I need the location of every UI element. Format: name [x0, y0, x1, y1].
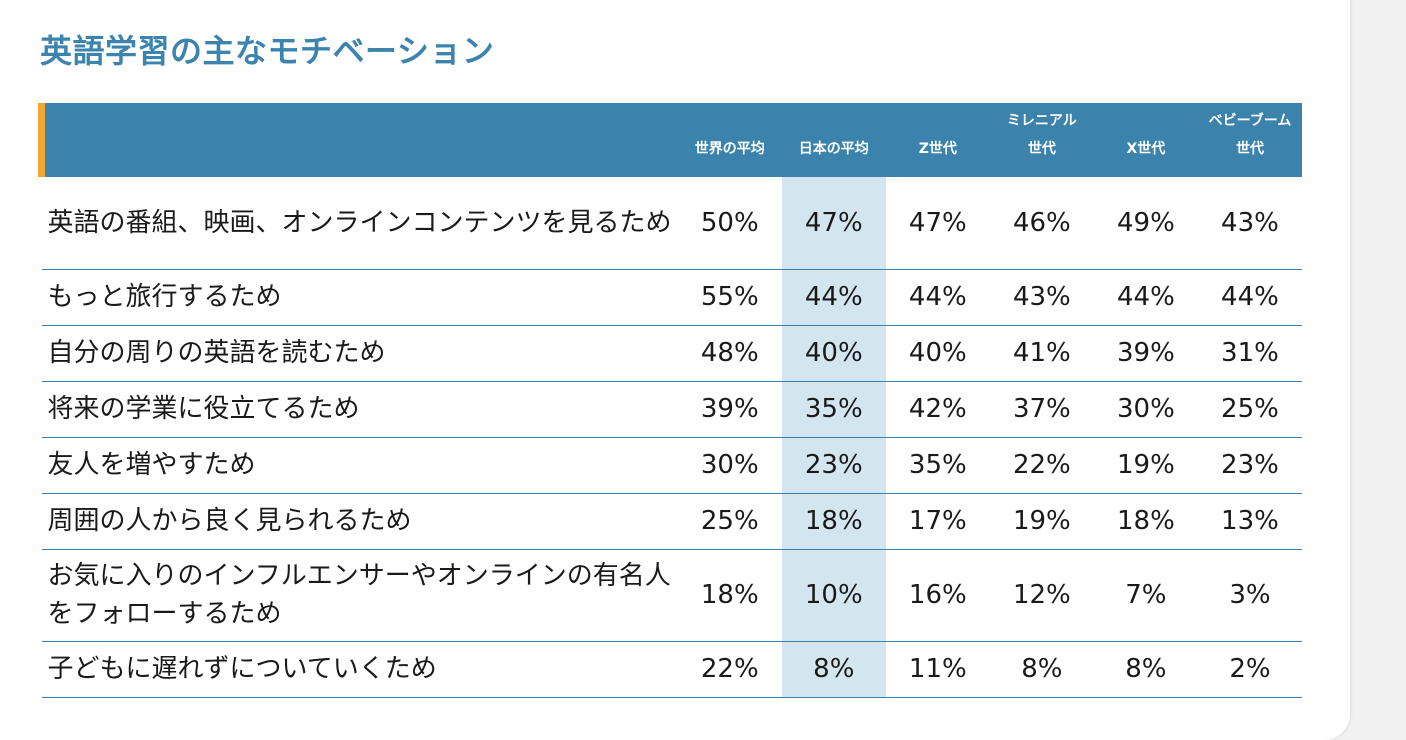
value-cell: 7% — [1093, 549, 1198, 642]
row-label: 周囲の人から良く見られるため — [41, 493, 678, 550]
value-cell: 39% — [677, 381, 782, 438]
table-row: もっと旅行するため 55% 44% 44% 43% 44% 44% — [41, 269, 1302, 326]
value-cell: 19% — [1093, 437, 1198, 494]
value-cell: 18% — [677, 549, 782, 642]
value-cell: 43% — [989, 269, 1094, 326]
value-cell: 17% — [885, 493, 990, 550]
row-label: 友人を増やすため — [41, 437, 678, 494]
value-cell: 46% — [989, 177, 1094, 270]
value-cell: 37% — [989, 381, 1094, 438]
column-header: ベビーブーム 世代 — [1198, 103, 1302, 177]
column-header-text: Z世代 — [918, 141, 957, 157]
table-row: 将来の学業に役立てるため 39% 35% 42% 37% 30% 25% — [41, 381, 1302, 438]
value-cell: 10% — [781, 549, 886, 642]
table-row: 周囲の人から良く見られるため 25% 18% 17% 19% 18% 13% — [41, 493, 1302, 550]
chart-title: 英語学習の主なモチベーション — [40, 32, 495, 70]
column-header: X世代 — [1094, 103, 1198, 177]
value-cell: 48% — [677, 325, 782, 382]
row-label: 英語の番組、映画、オンラインコンテンツを見るため — [41, 177, 678, 270]
value-cell: 35% — [885, 437, 990, 494]
row-label: 子どもに遅れずについていくため — [41, 641, 678, 698]
motivation-table: 世界の平均 日本の平均 Z世代 ミレニアル 世代 X世代 ベビーブーム 世代 英語の番組、映画… — [37, 103, 1302, 698]
value-cell: 47% — [885, 177, 990, 270]
row-label: お気に入りのインフルエンサーやオンラインの有名人をフォローするため — [41, 549, 678, 642]
value-cell: 43% — [1197, 177, 1302, 270]
table-row: 自分の周りの英語を読むため 48% 40% 40% 41% 39% 31% — [41, 325, 1302, 382]
value-cell: 23% — [781, 437, 886, 494]
chart-card: 英語学習の主なモチベーション 世界の平均 日本の平均 Z世代 ミレニアル世代 X世代 ベビ… — [0, 0, 1350, 740]
value-cell: 47% — [781, 177, 886, 270]
table-row: 英語の番組、映画、オンラインコンテンツを見るため 50% 47% 47% 46% 49% 4… — [41, 177, 1302, 270]
column-header: 日本の平均 — [782, 103, 886, 177]
table-row: お気に入りのインフルエンサーやオンラインの有名人をフォローするため 18% 10% 1… — [41, 549, 1302, 642]
value-cell: 8% — [1093, 641, 1198, 698]
value-cell: 44% — [1197, 269, 1302, 326]
value-cell: 8% — [989, 641, 1094, 698]
table-header-row: 世界の平均 日本の平均 Z世代 ミレニアル 世代 X世代 ベビーブーム 世代 — [37, 103, 1302, 177]
value-cell: 2% — [1197, 641, 1302, 698]
value-cell: 35% — [781, 381, 886, 438]
value-cell: 23% — [1197, 437, 1302, 494]
value-cell: 3% — [1197, 549, 1302, 642]
value-cell: 40% — [781, 325, 886, 382]
value-cell: 44% — [781, 269, 886, 326]
value-cell: 39% — [1093, 325, 1198, 382]
row-label: もっと旅行するため — [41, 269, 678, 326]
value-cell: 31% — [1197, 325, 1302, 382]
row-label: 将来の学業に役立てるため — [41, 381, 678, 438]
table-body: 英語の番組、映画、オンラインコンテンツを見るため 50% 47% 47% 46% 49% 4… — [41, 177, 1302, 698]
value-cell: 50% — [677, 177, 782, 270]
header-accent-cell — [37, 103, 678, 177]
table-row: 子どもに遅れずについていくため 22% 8% 11% 8% 8% 2% — [41, 641, 1302, 698]
column-header-text: ミレニアル — [1006, 113, 1077, 129]
value-cell: 40% — [885, 325, 990, 382]
column-header: ミレニアル 世代 — [990, 103, 1094, 177]
value-cell: 25% — [677, 493, 782, 550]
value-cell: 25% — [1197, 381, 1302, 438]
column-header-text: 世界の平均 — [694, 141, 765, 157]
value-cell: 30% — [1093, 381, 1198, 438]
column-header: Z世代 — [886, 103, 990, 177]
value-cell: 18% — [1093, 493, 1198, 550]
value-cell: 19% — [989, 493, 1094, 550]
column-header: 世界の平均 — [678, 103, 782, 177]
value-cell: 41% — [989, 325, 1094, 382]
value-cell: 12% — [989, 549, 1094, 642]
value-cell: 22% — [989, 437, 1094, 494]
table-row: 友人を増やすため 30% 23% 35% 22% 19% 23% — [41, 437, 1302, 494]
value-cell: 42% — [885, 381, 990, 438]
column-header-text: 世代 — [1027, 141, 1056, 157]
value-cell: 11% — [885, 641, 990, 698]
value-cell: 22% — [677, 641, 782, 698]
value-cell: 8% — [781, 641, 886, 698]
column-header-text: 世代 — [1235, 141, 1264, 157]
value-cell: 55% — [677, 269, 782, 326]
column-header-text: ベビーブーム — [1208, 113, 1292, 129]
column-header-text: X世代 — [1126, 141, 1166, 157]
value-cell: 18% — [781, 493, 886, 550]
value-cell: 44% — [1093, 269, 1198, 326]
value-cell: 16% — [885, 549, 990, 642]
value-cell: 13% — [1197, 493, 1302, 550]
value-cell: 30% — [677, 437, 782, 494]
row-label: 自分の周りの英語を読むため — [41, 325, 678, 382]
value-cell: 49% — [1093, 177, 1198, 270]
column-header-text: 日本の平均 — [798, 141, 869, 157]
motivation-table-wrap: 世界の平均 日本の平均 Z世代 ミレニアル 世代 X世代 ベビーブーム 世代 英語の番組、映画… — [37, 103, 1302, 698]
value-cell: 44% — [885, 269, 990, 326]
